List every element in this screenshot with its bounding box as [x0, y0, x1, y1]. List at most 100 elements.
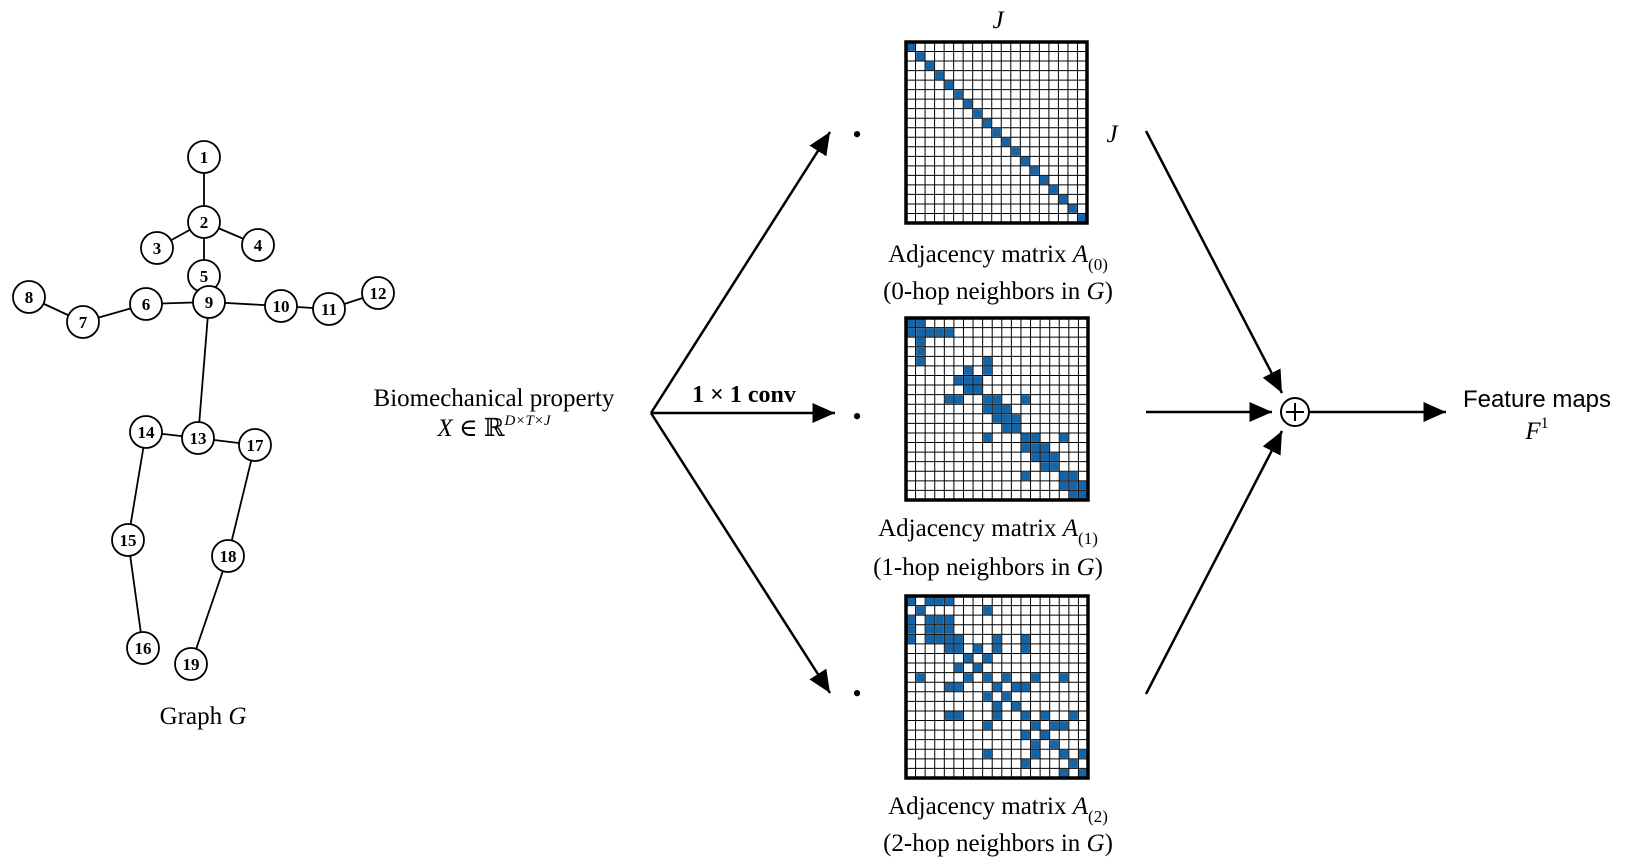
- matrix-filled-cell: [983, 749, 992, 759]
- graph-node-label: 8: [25, 288, 34, 307]
- merge-arrow-from-matrix-0: [1144, 130, 1284, 394]
- matrix-filled-cell: [1079, 769, 1088, 778]
- matrix-filled-cell: [1040, 462, 1050, 471]
- matrix-filled-cell: [916, 328, 925, 337]
- dot-1: •: [852, 402, 861, 431]
- matrix-filled-cell: [954, 395, 963, 404]
- matrix-filled-cell: [925, 634, 935, 644]
- matrix-filled-cell: [1031, 721, 1040, 730]
- matrix-filled-cell: [944, 596, 954, 605]
- matrix-filled-cell: [944, 711, 954, 720]
- split-arrows: [649, 131, 835, 694]
- matrix-filled-cell: [1059, 749, 1069, 759]
- matrix-filled-cell: [1079, 481, 1088, 490]
- graph-node-3: 3: [140, 231, 174, 265]
- matrix-filled-cell: [916, 347, 925, 356]
- matrix-filled-cell: [935, 71, 944, 80]
- matrix-filled-cell: [935, 634, 944, 644]
- matrix-filled-cell: [964, 366, 973, 375]
- matrix-filled-cell: [983, 654, 992, 663]
- graph-edge-14-15: [127, 431, 147, 541]
- graph-node-4: 4: [241, 228, 275, 262]
- matrix-filled-cell: [1011, 423, 1021, 433]
- matrix-filled-cell: [983, 404, 992, 414]
- matrix-filled-cell: [1031, 443, 1040, 452]
- matrix-filled-cell: [1020, 156, 1030, 166]
- graph-node-16: 16: [126, 631, 160, 665]
- matrix-filled-cell: [1002, 673, 1011, 682]
- graph-node-label: 5: [200, 267, 209, 286]
- matrix-filled-cell: [1021, 634, 1030, 644]
- matrix-filled-cell: [1069, 491, 1078, 500]
- matrix-1-caption: Adjacency matrix A(1): [878, 515, 1098, 548]
- output-title: Feature maps: [1463, 386, 1611, 413]
- matrix-filled-cell: [1011, 147, 1020, 156]
- graph-edge-9-13: [197, 301, 210, 439]
- matrix-filled-cell: [906, 318, 915, 327]
- matrix-filled-cell: [916, 356, 925, 366]
- matrix-filled-cell: [954, 376, 963, 385]
- matrix-filled-cell: [1030, 166, 1039, 175]
- matrix-filled-cell: [954, 682, 963, 692]
- graph-node-2: 2: [187, 205, 221, 239]
- matrix-filled-cell: [1021, 711, 1030, 720]
- graph-edge-15-16: [127, 539, 144, 649]
- graph-node-19: 19: [174, 647, 208, 681]
- dot-2: •: [852, 679, 861, 708]
- conv-label: 1 × 1 conv: [692, 382, 796, 408]
- matrix-filled-cell: [954, 663, 963, 673]
- matrix-filled-cell: [944, 328, 954, 337]
- matrix-filled-cell: [1069, 759, 1078, 768]
- graph-node-7: 7: [66, 305, 100, 339]
- graph-node-label: 15: [120, 531, 137, 550]
- matrix-filled-cell: [1059, 433, 1069, 442]
- matrix-2-description: (2-hop neighbors in G): [883, 830, 1113, 857]
- matrix-filled-cell: [964, 654, 973, 663]
- matrix-filled-cell: [983, 692, 992, 701]
- graph-node-10: 10: [264, 289, 298, 323]
- matrix-filled-cell: [992, 644, 1002, 653]
- matrix-filled-cell: [964, 385, 973, 395]
- graph-node-label: 1: [200, 148, 209, 167]
- matrix-border: [904, 594, 1090, 780]
- matrix-filled-cell: [1021, 682, 1030, 692]
- matrix-filled-cell: [1002, 404, 1011, 414]
- matrix-filled-cell: [1031, 452, 1040, 462]
- adjacency-matrix-0-hop: [904, 40, 1089, 225]
- matrix-filled-cell: [944, 682, 954, 692]
- matrix-filled-cell: [906, 615, 915, 625]
- graph-node-label: 18: [220, 547, 237, 566]
- matrix-filled-cell: [1001, 137, 1011, 147]
- matrix-col-dim-label: J: [992, 7, 1005, 34]
- matrix-filled-cell: [906, 634, 915, 644]
- matrix-filled-cell: [973, 663, 983, 673]
- matrix-filled-cell: [982, 118, 992, 128]
- graph-node-15: 15: [111, 523, 145, 557]
- matrix-filled-cell: [1069, 471, 1078, 481]
- graph-node-label: 16: [135, 639, 152, 658]
- matrix-filled-cell: [1050, 740, 1059, 749]
- matrix-filled-cell: [1031, 673, 1040, 682]
- merge-arrow-from-matrix-2: [1144, 430, 1284, 695]
- matrix-filled-cell: [992, 682, 1002, 692]
- matrix-filled-cell: [925, 61, 934, 70]
- graph-node-6: 6: [129, 287, 163, 321]
- matrix-row-dim-label: J: [1106, 121, 1119, 148]
- matrix-filled-cell: [992, 634, 1002, 644]
- matrix-filled-cell: [906, 596, 915, 605]
- graph-node-9: 9: [192, 285, 226, 319]
- graph-edge-17-18: [227, 444, 256, 557]
- matrix-2-caption: Adjacency matrix A(2): [888, 793, 1108, 826]
- graph-node-label: 11: [321, 300, 337, 319]
- matrix-filled-cell: [1021, 433, 1030, 442]
- matrix-filled-cell: [925, 625, 935, 634]
- matrix-border: [904, 316, 1090, 502]
- matrix-1-description: (1-hop neighbors in G): [873, 554, 1103, 581]
- matrix-filled-cell: [1050, 721, 1059, 730]
- matrix-filled-cell: [992, 701, 1002, 711]
- matrix-filled-cell: [983, 366, 992, 375]
- graph-node-label: 6: [142, 295, 151, 314]
- matrix-filled-cell: [983, 433, 992, 442]
- graph-node-8: 8: [12, 280, 46, 314]
- matrix-filled-cell: [983, 673, 992, 682]
